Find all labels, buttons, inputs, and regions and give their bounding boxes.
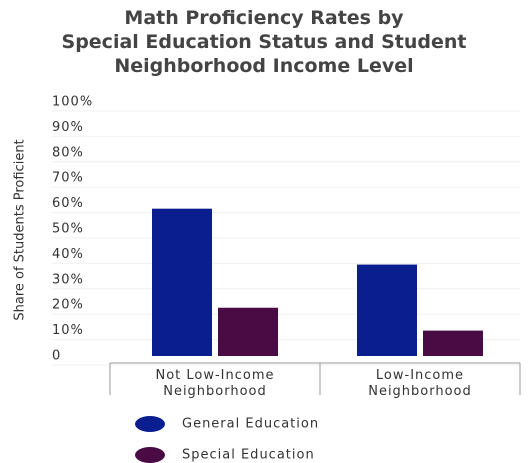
chart-title: Math Proficiency Rates by Special Educati… (62, 7, 467, 77)
bar (152, 208, 212, 356)
y-tick-label: 0 (52, 349, 61, 364)
bar (423, 330, 483, 356)
y-tick-label: 80% (52, 145, 84, 160)
y-tick-label: 20% (52, 298, 84, 313)
legend-swatch (135, 447, 165, 463)
y-axis-label: Share of Students Proficient (13, 139, 28, 320)
y-tick-label: 10% (52, 323, 84, 338)
y-tick-label: 90% (52, 120, 84, 135)
x-tick-label: Not Low-Income Neighborhood (155, 368, 274, 399)
legend-label: General Education (182, 417, 319, 432)
bar (357, 264, 417, 356)
y-tick-label: 40% (52, 247, 84, 262)
legend-swatch (135, 416, 165, 432)
x-tick-label: Low-Income Neighborhood (368, 368, 472, 399)
y-tick-label: 60% (52, 196, 84, 211)
y-tick-label: 50% (52, 222, 84, 237)
bar (218, 307, 278, 356)
legend-label: Special Education (182, 448, 315, 463)
y-tick-label: 30% (52, 272, 84, 287)
y-tick-label: 70% (52, 171, 84, 186)
y-tick-label: 100% (52, 95, 93, 110)
